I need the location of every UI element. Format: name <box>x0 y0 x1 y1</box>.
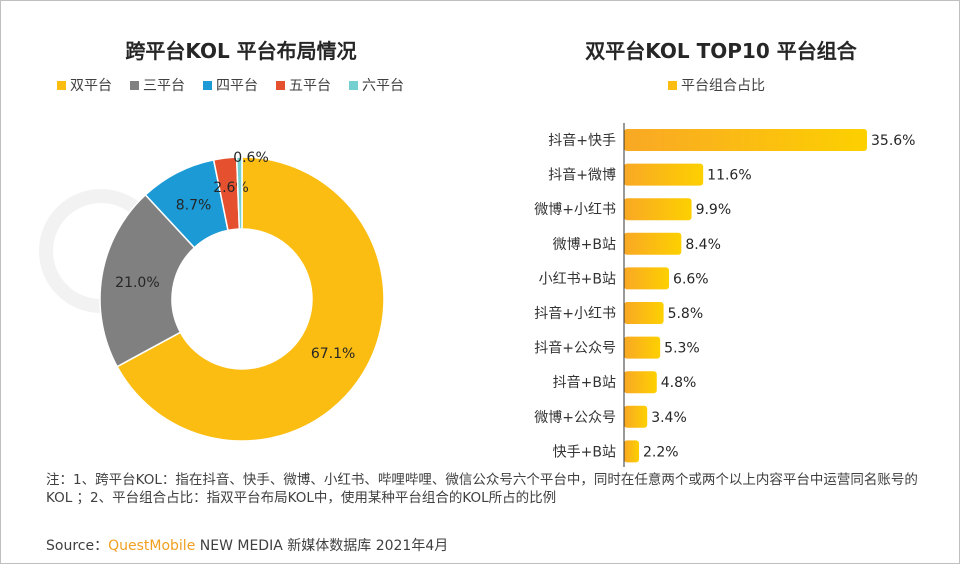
donut-slice-1 <box>99 193 196 368</box>
donut-label-1: 21.0% <box>115 275 159 291</box>
bar-2 <box>624 198 692 221</box>
legend-item-3: 五平台 <box>276 75 331 95</box>
bar-value-8: 3.4% <box>651 410 687 426</box>
donut-slice-0 <box>116 156 385 442</box>
source-text: NEW MEDIA 新媒体数据库 2021年4月 <box>199 538 449 554</box>
bar-legend: 平台组合占比 <box>668 75 765 95</box>
bar-0 <box>624 129 867 151</box>
bar-category-4: 小红书+B站 <box>539 271 616 287</box>
legend-label: 三平台 <box>143 78 185 94</box>
donut-label-3: 2.6% <box>213 180 249 196</box>
bar-value-0: 35.6% <box>871 133 915 149</box>
bar-category-3: 微博+B站 <box>553 236 616 253</box>
bar-value-9: 2.2% <box>643 444 679 460</box>
bar-category-2: 微博+小红书 <box>534 201 616 218</box>
legend-swatch <box>57 80 66 90</box>
bar-8 <box>624 405 648 428</box>
bar-7 <box>624 371 657 394</box>
bar-category-9: 快手+B站 <box>553 444 616 460</box>
bar-value-5: 5.8% <box>668 306 704 322</box>
bar-5 <box>624 302 664 324</box>
donut-legend: 双平台 三平台 四平台 五平台 六平台 <box>57 75 404 95</box>
legend-label: 五平台 <box>289 78 331 94</box>
bar-1 <box>624 163 704 186</box>
bar-value-4: 6.6% <box>673 271 709 287</box>
legend-swatch <box>349 80 358 90</box>
legend-label: 双平台 <box>70 78 112 94</box>
donut-label-2: 8.7% <box>176 198 212 214</box>
bar-category-1: 抖音+微博 <box>548 167 616 184</box>
bar-value-1: 11.6% <box>707 168 751 184</box>
footnote: 注：1、跨平台KOL：指在抖音、快手、微博、小红书、哔哩哔哩、微信公众号六个平台… <box>46 472 918 506</box>
bar-3 <box>624 232 682 255</box>
source-brand: QuestMobile <box>108 538 196 554</box>
donut-label-4: 0.6% <box>233 150 269 166</box>
source-line: Source：QuestMobile NEW MEDIA 新媒体数据库 2021… <box>46 535 448 555</box>
legend-item-0: 双平台 <box>57 75 112 95</box>
legend-item-4: 六平台 <box>349 75 404 95</box>
legend-swatch <box>130 80 139 90</box>
bar-category-6: 抖音+公众号 <box>534 340 616 357</box>
bar-value-6: 5.3% <box>664 341 700 357</box>
bar-title: 双平台KOL TOP10 平台组合 <box>585 39 857 63</box>
legend-label: 平台组合占比 <box>681 78 765 94</box>
legend-item-1: 三平台 <box>130 75 185 95</box>
source-label: Source： <box>46 538 109 554</box>
bar-category-0: 抖音+快手 <box>548 132 616 149</box>
bar-value-3: 8.4% <box>685 237 721 253</box>
legend-swatch <box>276 80 285 90</box>
legend-label: 六平台 <box>362 78 404 94</box>
bar-category-7: 抖音+B站 <box>553 374 616 391</box>
bar-6 <box>624 336 661 359</box>
legend-swatch <box>668 80 677 90</box>
bar-9 <box>624 440 640 463</box>
bar-value-7: 4.8% <box>661 375 697 391</box>
legend-item-2: 四平台 <box>203 75 258 95</box>
donut-title: 跨平台KOL 平台布局情况 <box>125 39 357 63</box>
bar-category-5: 抖音+小红书 <box>534 305 616 322</box>
bar-category-8: 微博+公众号 <box>534 409 616 426</box>
legend-item-bar: 平台组合占比 <box>668 75 765 95</box>
legend-swatch <box>203 80 212 90</box>
legend-label: 四平台 <box>216 78 258 94</box>
bar-4 <box>624 267 670 290</box>
bar-value-2: 9.9% <box>696 202 732 218</box>
donut-slice-4 <box>235 156 243 230</box>
donut-label-0: 67.1% <box>311 346 355 362</box>
